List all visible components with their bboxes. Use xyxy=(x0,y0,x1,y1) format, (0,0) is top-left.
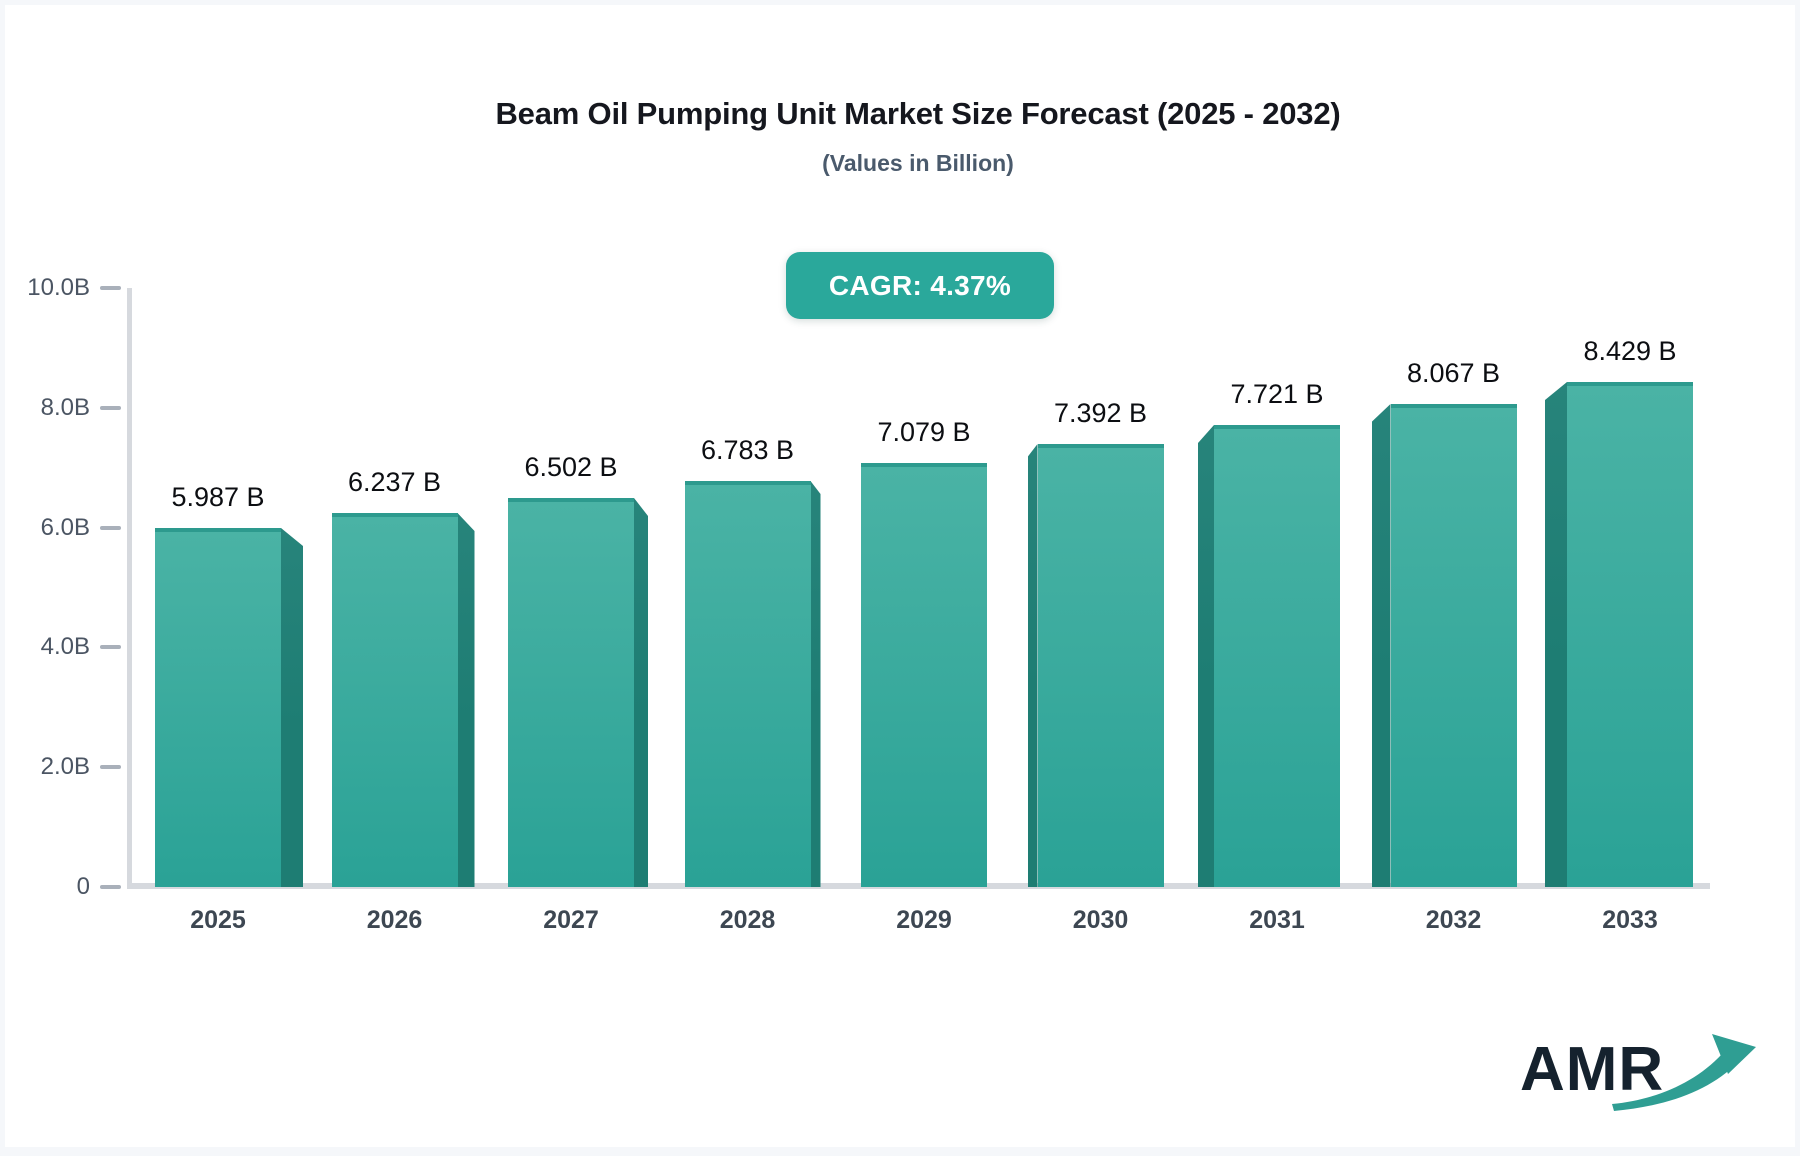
bar-3d-side xyxy=(1027,444,1038,887)
bar-face xyxy=(1214,425,1340,887)
bar-value-label: 7.721 B xyxy=(1230,379,1324,409)
bar-value-label: 6.237 B xyxy=(347,467,442,497)
x-axis-label: 2029 xyxy=(896,906,952,934)
y-axis-label: 8.0B xyxy=(40,393,90,421)
x-axis-label: 2033 xyxy=(1602,906,1658,934)
bar-value-label: 5.987 B xyxy=(171,482,265,512)
y-axis-label: 6.0B xyxy=(40,513,90,541)
bar-face xyxy=(1037,444,1164,887)
x-axis-label: 2026 xyxy=(366,906,423,934)
y-axis-label: 10.0B xyxy=(27,274,90,301)
bar-face xyxy=(155,528,281,887)
x-axis-label: 2025 xyxy=(190,906,246,934)
x-axis-label: 2031 xyxy=(1249,906,1305,934)
y-axis-label: 2.0B xyxy=(40,753,90,781)
y-axis-line xyxy=(127,288,132,887)
bar-value-label: 6.783 B xyxy=(700,435,795,465)
x-axis-label: 2028 xyxy=(719,906,776,934)
bar-3d-side xyxy=(1371,404,1391,887)
bar-face xyxy=(1567,382,1693,887)
bar-3d-side xyxy=(1198,425,1214,887)
bar-3d-side xyxy=(457,513,475,887)
bar-value-label: 8.429 B xyxy=(1583,336,1677,366)
cagr-badge-label: CAGR: 4.37% xyxy=(828,269,1012,301)
x-axis-label: 2030 xyxy=(1072,906,1129,934)
bar-value-label: 7.392 B xyxy=(1053,398,1148,428)
bar-value-label: 8.067 B xyxy=(1406,358,1501,388)
bar-face xyxy=(684,481,811,887)
y-tick-dash xyxy=(100,885,121,889)
y-tick-dash xyxy=(100,645,121,650)
bar-value-label: 6.502 B xyxy=(524,452,618,482)
y-axis-label: 0 xyxy=(76,873,90,900)
amr-logo-text: AMR xyxy=(1520,1035,1665,1104)
bar-face xyxy=(331,513,458,887)
bar-value-label: 7.079 B xyxy=(877,417,971,447)
bar-3d-side xyxy=(634,498,648,887)
y-tick-dash xyxy=(100,765,121,770)
chart-title: Beam Oil Pumping Unit Market Size Foreca… xyxy=(495,96,1341,131)
y-tick-dash xyxy=(100,286,121,290)
bar-3d-side xyxy=(1545,382,1567,887)
x-axis-label: 2032 xyxy=(1425,906,1482,934)
y-tick-dash xyxy=(100,525,121,530)
y-axis-label: 4.0B xyxy=(40,633,90,661)
bar-3d-side xyxy=(810,481,821,887)
growth-arrow-icon xyxy=(1612,1034,1756,1111)
bar-face xyxy=(861,463,987,887)
amr-logo: AMR xyxy=(1520,1030,1760,1120)
bar-3d-side xyxy=(281,528,303,887)
y-tick-dash xyxy=(100,405,121,410)
x-axis-label: 2027 xyxy=(543,906,599,934)
bar-face xyxy=(1390,404,1517,887)
cagr-badge: CAGR: 4.37% xyxy=(786,252,1054,319)
bar-face xyxy=(508,498,634,887)
chart-subtitle: (Values in Billion) xyxy=(822,150,1014,176)
